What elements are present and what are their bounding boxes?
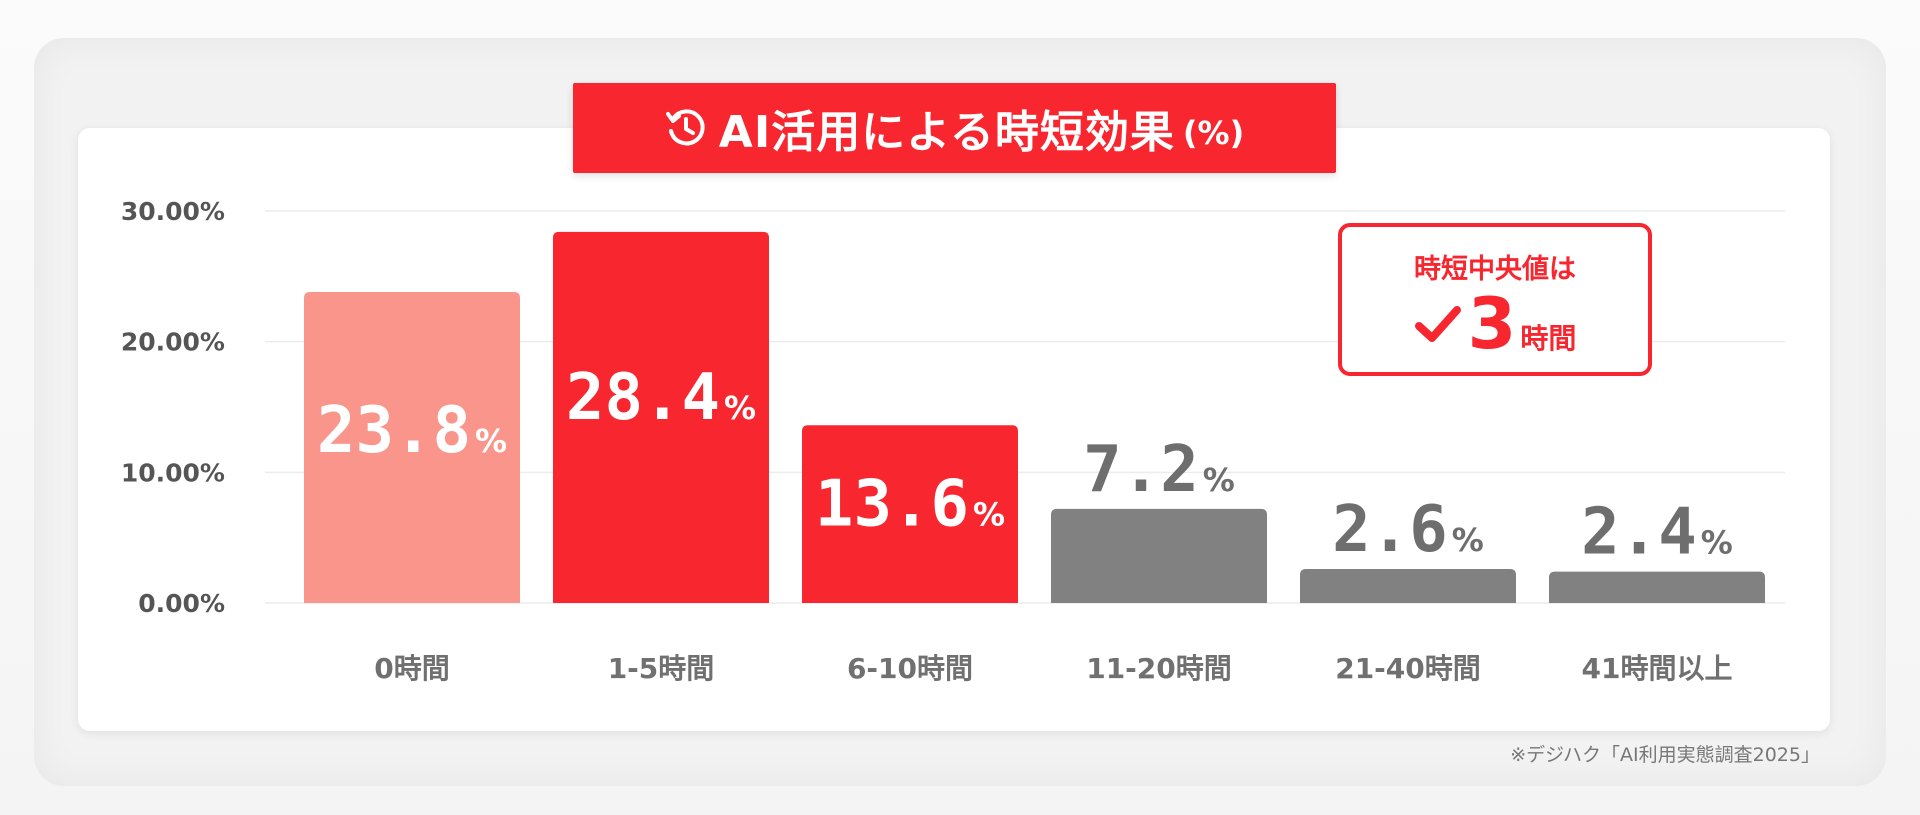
data-label-value: 7.2 — [1083, 433, 1199, 507]
data-label: 23.8% — [317, 394, 507, 468]
data-label: 7.2% — [1083, 433, 1235, 507]
median-value-row: 3 時間 — [1342, 286, 1648, 362]
data-label-unit: % — [1452, 521, 1484, 559]
median-callout: 時短中央値は 3 時間 — [1338, 223, 1652, 376]
y-tick-label: 30.00% — [121, 197, 225, 226]
data-label-value: 28.4 — [566, 361, 720, 435]
y-tick-label: 0.00% — [138, 589, 225, 618]
x-tick-label: 11-20時間 — [1086, 652, 1232, 685]
data-label: 2.6% — [1332, 493, 1484, 567]
source-note: ※デジハク「AI利用実態調査2025」 — [1510, 744, 1820, 766]
clock-history-icon — [665, 109, 705, 146]
bar — [1051, 508, 1267, 603]
data-label-unit: % — [1203, 461, 1235, 499]
median-unit: 時間 — [1520, 322, 1577, 355]
x-tick-label: 1-5時間 — [608, 652, 715, 685]
chart-title: AI活用による時短効果 — [718, 107, 1175, 158]
data-label-unit: % — [1701, 524, 1733, 562]
y-tick-label: 20.00% — [121, 328, 225, 357]
median-value: 3 — [1467, 283, 1517, 365]
bar — [802, 425, 1018, 603]
data-label-value: 13.6 — [815, 467, 969, 541]
x-tick-label: 21-40時間 — [1335, 652, 1481, 685]
data-label-value: 2.4 — [1581, 496, 1697, 570]
data-label-unit: % — [475, 422, 507, 460]
data-label-unit: % — [724, 389, 756, 427]
bar — [304, 292, 520, 603]
data-label: 13.6% — [815, 467, 1005, 541]
x-tick-label: 6-10時間 — [847, 652, 973, 685]
data-label-value: 2.6 — [1332, 493, 1448, 567]
data-label-unit: % — [973, 495, 1005, 533]
y-tick-label: 10.00% — [121, 458, 225, 487]
x-tick-label: 41時間以上 — [1582, 652, 1733, 685]
bar — [553, 231, 769, 603]
data-label: 2.4% — [1581, 496, 1733, 570]
x-tick-label: 0時間 — [374, 652, 449, 685]
data-label: 28.4% — [566, 361, 756, 435]
median-label: 時短中央値は — [1414, 254, 1576, 285]
check-icon — [1414, 306, 1461, 342]
chart-title-banner: AI活用による時短効果 (%) — [573, 83, 1336, 173]
bar — [1549, 571, 1765, 603]
data-label-value: 23.8 — [317, 394, 471, 468]
chart-title-unit: (%) — [1182, 114, 1245, 152]
bar — [1300, 569, 1516, 603]
